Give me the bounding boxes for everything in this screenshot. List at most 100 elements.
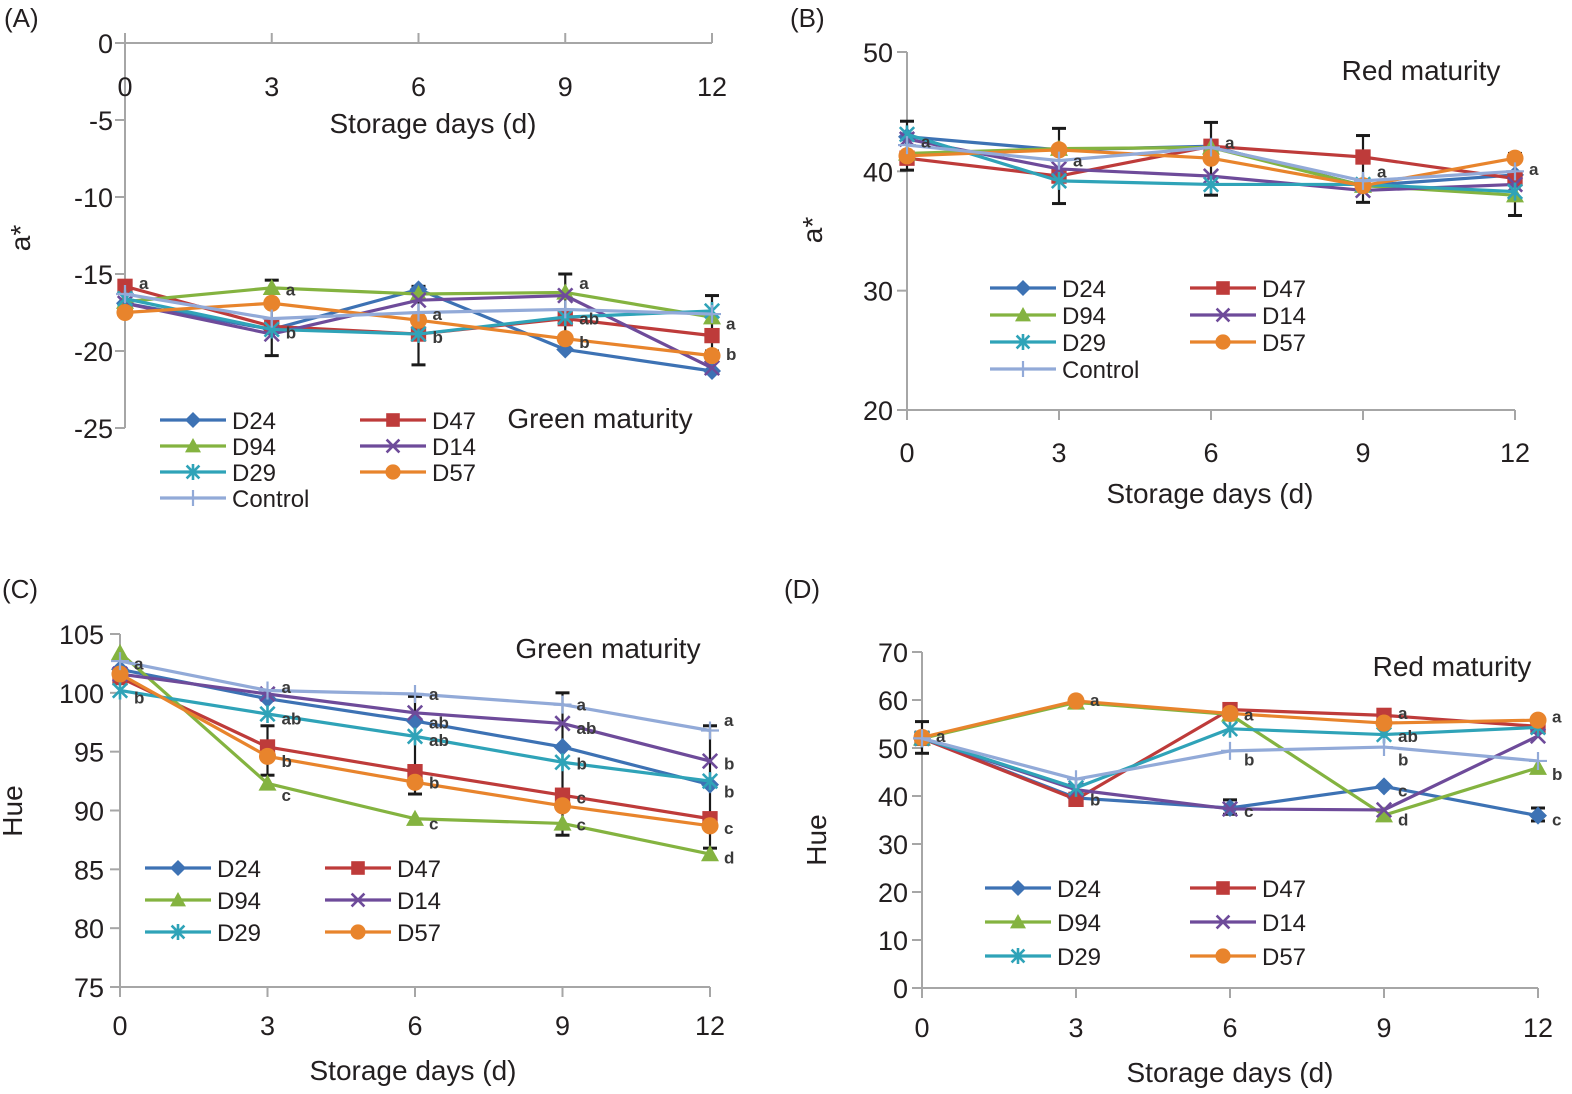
panel-c-significance-label: b <box>724 783 734 802</box>
panel-c-d14-marker-x <box>406 704 424 721</box>
panel-d-significance-label: ab <box>1398 727 1418 746</box>
panel-b-legend-d24-marker-diamond <box>1015 280 1031 296</box>
panel-a-legend-item-d14: D14 <box>360 434 476 461</box>
panel-a-x-tick-label: 6 <box>411 72 426 102</box>
panel-b-point-d57 <box>1506 149 1524 167</box>
panel-d-ylabel: Hue <box>801 814 832 865</box>
panel-d-y-tick-label: 40 <box>878 782 908 812</box>
panel-c-control-marker-plus <box>258 681 277 700</box>
panel-a-significance-label: a <box>286 280 296 299</box>
panel-c-significance-label: a <box>577 696 587 715</box>
panel-b-label: (B) <box>790 3 825 33</box>
panel-a-d57-marker-circle <box>116 303 134 322</box>
panel-d-legend-d57-marker-circle <box>1215 948 1231 964</box>
panel-c-legend-item-d47: D47 <box>325 856 441 883</box>
panel-a-point-d57 <box>116 303 134 322</box>
panel-d-d24-marker-diamond <box>1529 806 1547 825</box>
panel-c-control-marker-plus <box>111 652 129 671</box>
panel-c-significance-label: a <box>134 654 144 673</box>
panel-c-point-d94 <box>701 845 719 862</box>
panel-a-y-tick-label: -10 <box>74 183 113 213</box>
panel-d-point-control <box>1529 751 1547 770</box>
panel-a-point-control <box>409 303 428 322</box>
panel-c-xlabel: Storage days (d) <box>310 1055 517 1086</box>
panel-c-d29-marker-asterisk <box>259 705 276 724</box>
panel-d-y-tick-label: 0 <box>893 974 908 1004</box>
panel-d-y-tick-label: 30 <box>878 830 908 860</box>
panel-c-significance-label: b <box>577 754 587 773</box>
panel-c-control-marker-plus <box>553 695 572 714</box>
panel-d-d14-marker-x <box>1375 801 1393 819</box>
panel-a-significance-label: a <box>579 274 589 293</box>
panel-d-label: (D) <box>784 574 820 604</box>
panel-a-series <box>116 278 721 381</box>
panel-b-series-control <box>898 136 1524 190</box>
panel-c-point-d29 <box>111 681 129 700</box>
panel-c-point-control <box>701 721 719 740</box>
panel-a-point-control <box>262 309 281 328</box>
panel-a-legend-d14-marker-x <box>385 438 401 454</box>
panel-b-legend-d47-marker-square <box>1216 281 1230 295</box>
panel-a-legend-label: D24 <box>232 408 276 435</box>
panel-c-d94-marker-triangle <box>701 845 719 862</box>
panel-c-significance-label: b <box>724 754 734 773</box>
panel-d-significance-label: d <box>1398 811 1408 830</box>
panel-b-d29-marker-asterisk <box>1506 182 1524 201</box>
panel-c-d14-marker-x <box>701 752 719 770</box>
panel-c-x-tick-label: 12 <box>695 1011 725 1041</box>
panel-c-point-d29 <box>554 753 571 772</box>
panel-c-y-tick-label: 95 <box>74 738 104 768</box>
panel-d: (D) Hue Storage days (d) Red maturity 0 1… <box>784 574 1562 1088</box>
panel-d-point-d47 <box>1068 791 1084 808</box>
panel-d-control-marker-plus <box>1221 741 1239 760</box>
panel-c-d94-marker-triangle <box>553 814 572 831</box>
panel-d-axes: 0 10 20 30 40 50 60 70 0 3 6 9 12 <box>878 638 1553 1043</box>
panel-d-significance-label: a <box>1398 704 1408 723</box>
panel-a-legend-d47-marker-square <box>386 413 400 427</box>
panel-d-legend-item-d94: D94 <box>985 910 1101 937</box>
panel-a-ylabel: a* <box>5 225 36 252</box>
panel-a-y-tick-label: -25 <box>74 414 113 444</box>
panel-b-legend-item-control: Control <box>990 357 1139 384</box>
panel-b-legend-label: D24 <box>1062 276 1106 303</box>
panel-a-point-d57 <box>263 294 281 312</box>
panel-d-d94-marker-triangle <box>1375 806 1393 823</box>
panel-c-legend-label: D14 <box>397 888 441 915</box>
panel-b-point-control <box>1202 138 1220 157</box>
panel-c-series-control <box>111 652 719 740</box>
panel-a: (A) a* Storage days (d) Green maturity 0… <box>4 3 736 513</box>
panel-d-significance-label: b <box>1552 765 1562 784</box>
panel-d-significance-label: a <box>936 727 946 746</box>
panel-b-ylabel: a* <box>797 217 828 244</box>
panel-a-legend-d57-marker-circle <box>385 464 401 480</box>
panel-a-significance-label: ab <box>579 310 599 329</box>
panel-c-legend-label: D24 <box>217 856 261 883</box>
panel-b-x-tick-label: 12 <box>1500 438 1530 468</box>
panel-b-point-d29 <box>1050 171 1068 190</box>
panel-a-legend-label: D47 <box>432 408 476 435</box>
panel-b-d57-marker-circle <box>1506 149 1524 167</box>
panel-c-d29-marker-asterisk <box>111 681 129 700</box>
panel-b-legend-label: D47 <box>1262 276 1306 303</box>
panel-c-significance-label: ab <box>577 719 597 738</box>
panel-b-x-tick-label: 9 <box>1355 438 1370 468</box>
panel-a-y-tick-label: -20 <box>74 337 113 367</box>
panel-a-axes: 0-5-10-15-20-250 3 6 9 12 <box>74 29 727 444</box>
panel-c-point-d57 <box>701 817 719 835</box>
panel-c-significance-label: c <box>724 819 733 838</box>
panel-c-significance-label: a <box>429 685 439 704</box>
panel-c-legend-d47-marker-square <box>351 861 365 875</box>
panel-d-x-tick-label: 9 <box>1376 1013 1391 1043</box>
panel-b-legend-label: D57 <box>1262 330 1306 357</box>
panel-c-legend-item-d57: D57 <box>325 920 441 947</box>
panel-d-legend-d24-marker-diamond <box>1010 880 1026 896</box>
panel-a-control-marker-plus <box>556 300 575 319</box>
panel-c-point-d57 <box>553 797 572 815</box>
panel-a-point-control <box>116 285 134 304</box>
panel-a-significance-label: b <box>286 324 296 343</box>
panel-c-significance-label: d <box>724 849 734 868</box>
panel-d-y-tick-label: 60 <box>878 686 908 716</box>
panel-b-legend-label: D94 <box>1062 303 1106 330</box>
panel-b-significance-label: a <box>1377 162 1387 181</box>
panel-a-d57-marker-circle <box>556 330 574 348</box>
